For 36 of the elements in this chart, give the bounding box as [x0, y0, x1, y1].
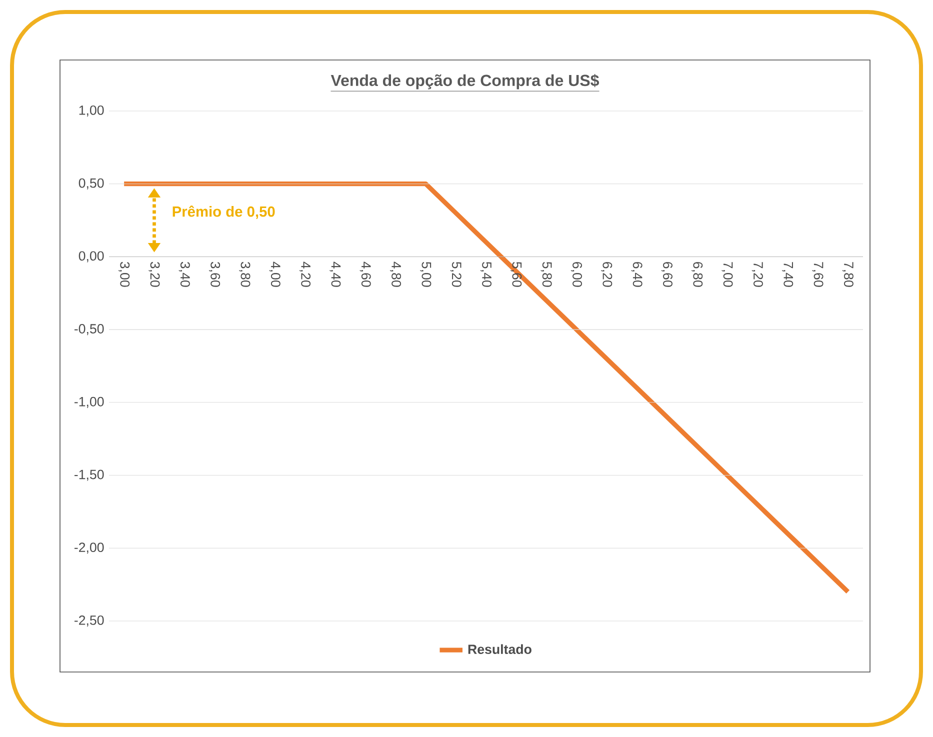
x-tick-label: 5,80 [540, 262, 552, 287]
chart-title: Venda de opção de Compra de US$ [330, 74, 600, 90]
x-tick-label: 5,60 [510, 262, 522, 287]
x-tick-label: 6,40 [631, 262, 642, 287]
x-tick-label: 7,40 [782, 262, 794, 287]
x-tick-label: 4,60 [360, 262, 371, 287]
y-tick-label: 0,50 [78, 178, 104, 190]
x-tick-label: 7,60 [812, 262, 824, 287]
x-tick-label: 3,60 [209, 262, 220, 287]
x-tick-label: 4,80 [390, 262, 402, 287]
annotation: Prêmio de 0,50 [172, 206, 275, 219]
x-tick-label: 6,00 [570, 262, 582, 287]
x-tick-label: 7,20 [752, 262, 763, 287]
x-tick-label: 3,80 [239, 262, 250, 287]
x-tick-label: 4,00 [269, 262, 280, 287]
x-tick-label: 3,40 [178, 262, 190, 287]
y-tick-label: -1,00 [74, 396, 104, 408]
x-tick-label: 3,20 [148, 262, 160, 287]
y-tick-label: 0,00 [78, 251, 104, 262]
x-tick-label: 6,20 [601, 262, 612, 287]
x-tick-label: 6,80 [692, 262, 703, 287]
x-tick-label: 5,40 [480, 262, 492, 287]
x-tick-label: 5,00 [420, 262, 432, 287]
x-tick-label: 3,00 [118, 262, 130, 287]
x-tick-label: 4,20 [300, 262, 311, 287]
y-tick-label: -2,50 [74, 615, 104, 627]
x-tick-label: 7,80 [842, 262, 854, 287]
x-tick-label: 5,20 [450, 262, 462, 287]
y-tick-label: -0,50 [74, 324, 104, 336]
x-tick-label: 6,60 [661, 262, 672, 287]
y-tick-label: -1,50 [74, 470, 104, 481]
x-tick-label: 4,40 [330, 262, 341, 287]
y-tick-label: 1,00 [79, 105, 104, 117]
legend-label: Resultado [468, 644, 532, 654]
x-tick-label: 7,00 [722, 262, 733, 287]
y-tick-label: -2,00 [74, 542, 104, 554]
